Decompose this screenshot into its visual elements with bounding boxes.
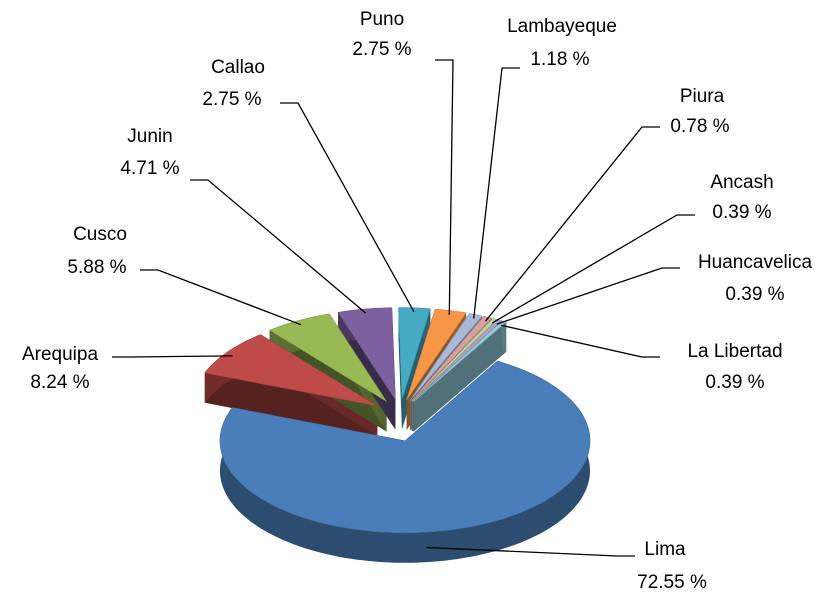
slice (406, 308, 467, 401)
label-value: 1.18 % (530, 49, 589, 70)
leader-line (190, 179, 367, 314)
leader-line (280, 102, 415, 313)
leader-line (473, 67, 520, 319)
label-name: Junin (127, 126, 172, 147)
slice (337, 307, 396, 401)
label-name: Huancavelica (698, 252, 812, 273)
label-name: La Libertad (687, 341, 782, 362)
slice (269, 313, 387, 402)
slice (219, 360, 591, 534)
label-name: Cusco (73, 224, 127, 245)
slice-side (204, 372, 378, 436)
leader-line (140, 269, 302, 326)
label-value: 0.39 % (712, 202, 771, 223)
slice-rim (502, 320, 507, 352)
slice-tops (204, 307, 591, 534)
label-value: 2.75 % (352, 39, 411, 60)
label-name: Puno (360, 9, 404, 30)
slice (409, 313, 483, 401)
label-value: 0.78 % (670, 116, 729, 137)
label-value: 8.24 % (30, 372, 89, 393)
leader-line (426, 546, 635, 557)
leader-line (496, 267, 680, 325)
leader-line (491, 214, 695, 324)
label-name: Ancash (710, 172, 773, 193)
slice-side (413, 321, 507, 432)
label-name: Lambayeque (507, 16, 617, 37)
label-value: 5.88 % (67, 257, 126, 278)
label-name: Arequipa (22, 344, 98, 365)
leaders (112, 59, 695, 557)
label-name: Lima (644, 539, 686, 560)
slice (412, 318, 498, 402)
leader-line (435, 59, 454, 315)
leader-line (484, 126, 660, 322)
slice (204, 334, 378, 407)
label-value: 0.39 % (725, 284, 784, 305)
slice (398, 307, 431, 400)
label-value: 4.71 % (120, 158, 179, 179)
label-value: 0.39 % (705, 372, 764, 393)
leader-line (112, 355, 233, 358)
leader-line (501, 324, 660, 358)
label-name: Piura (680, 86, 725, 107)
label-value: 72.55 % (637, 572, 707, 593)
label-name: Callao (211, 57, 265, 78)
label-value: 2.75 % (202, 89, 261, 110)
